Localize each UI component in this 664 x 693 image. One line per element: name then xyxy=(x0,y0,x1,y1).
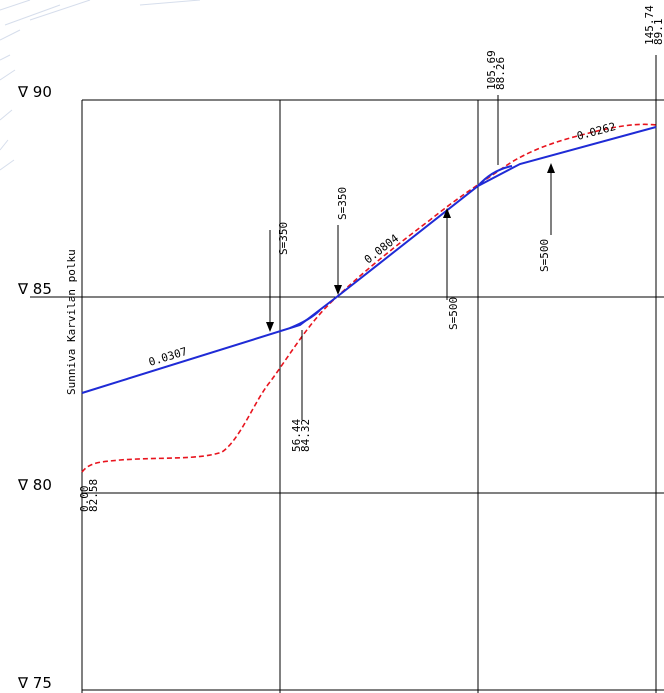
station-value-1: 0.00 xyxy=(78,486,91,513)
station-elevation-3: 88.26 xyxy=(494,57,507,90)
station-elevation-1: 82.58 xyxy=(87,479,100,512)
curve-marker-2 xyxy=(334,225,342,295)
road-name-label: Sunniva Karvilan polku xyxy=(65,249,78,395)
station-annotation-1: 0.00 82.58 xyxy=(78,479,100,512)
elevation-label-85: ∇ 85 xyxy=(17,280,52,298)
station-value-4: 145.74 xyxy=(643,5,656,45)
curve-marker-3 xyxy=(443,208,451,300)
station-elevation-2: 84.32 xyxy=(299,419,312,452)
elevation-label-75: ∇ 75 xyxy=(17,674,52,692)
elevation-label-80: ∇ 80 xyxy=(17,476,52,494)
station-elevation-4: 89.1 xyxy=(652,19,664,46)
design-curve-1 xyxy=(289,309,321,329)
curve-marker-1 xyxy=(266,230,274,332)
station-annotation-4: 145.74 89.1 xyxy=(643,5,664,45)
background-map-fragment xyxy=(0,0,201,171)
ground-line xyxy=(81,123,657,473)
station-annotation-2: 56.44 84.32 xyxy=(290,419,312,452)
station-value-2: 56.44 xyxy=(290,419,303,452)
elevation-label-90: ∇ 90 xyxy=(17,83,52,101)
curve-label-3: S=500 xyxy=(447,297,460,330)
station-annotation-3: 105.69 88.26 xyxy=(485,50,507,90)
curve-marker-4 xyxy=(547,163,555,235)
station-value-3: 105.69 xyxy=(485,50,498,90)
curve-label-1: S=350 xyxy=(277,222,290,255)
curve-label-2: S=350 xyxy=(336,187,349,220)
design-profile-line xyxy=(81,126,657,394)
design-curve-2 xyxy=(477,165,513,187)
curve-label-4: S=500 xyxy=(538,239,551,272)
